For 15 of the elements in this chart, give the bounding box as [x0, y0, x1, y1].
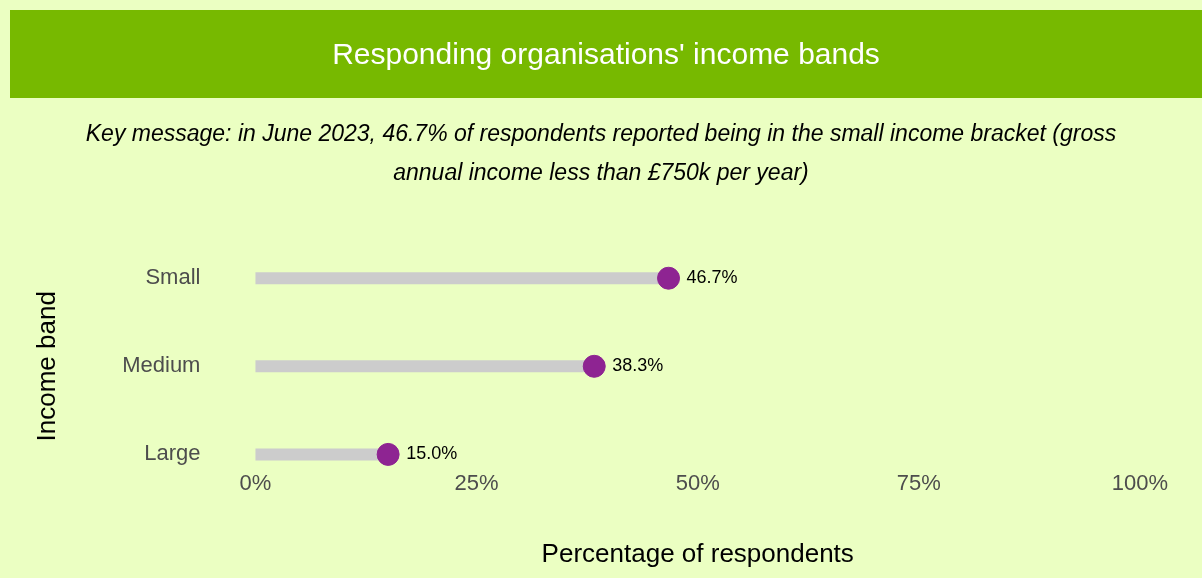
y-tick-label: Large	[144, 440, 201, 466]
x-tick-label: 100%	[1111, 469, 1169, 495]
x-tick-label: 50%	[675, 469, 720, 495]
x-tick-label: 0%	[239, 469, 272, 495]
data-label: 38.3%	[612, 355, 664, 376]
x-tick-label: 25%	[454, 469, 499, 495]
chart-subtitle: Key message: in June 2023, 46.7% of respondents reported being in the small income bracket (gross annual income less than £750k per year)	[84, 119, 1118, 187]
y-tick-label: Medium	[122, 352, 201, 378]
x-axis-title: Percentage of respondents	[541, 537, 854, 568]
chart-title: Responding organisations' income bands	[10, 10, 1202, 98]
data-label: 46.7%	[686, 267, 738, 288]
y-axis-title: Income band	[30, 291, 61, 442]
y-tick-label: Small	[145, 264, 201, 290]
data-label: 15.0%	[406, 443, 458, 464]
x-tick-label: 75%	[896, 469, 941, 495]
